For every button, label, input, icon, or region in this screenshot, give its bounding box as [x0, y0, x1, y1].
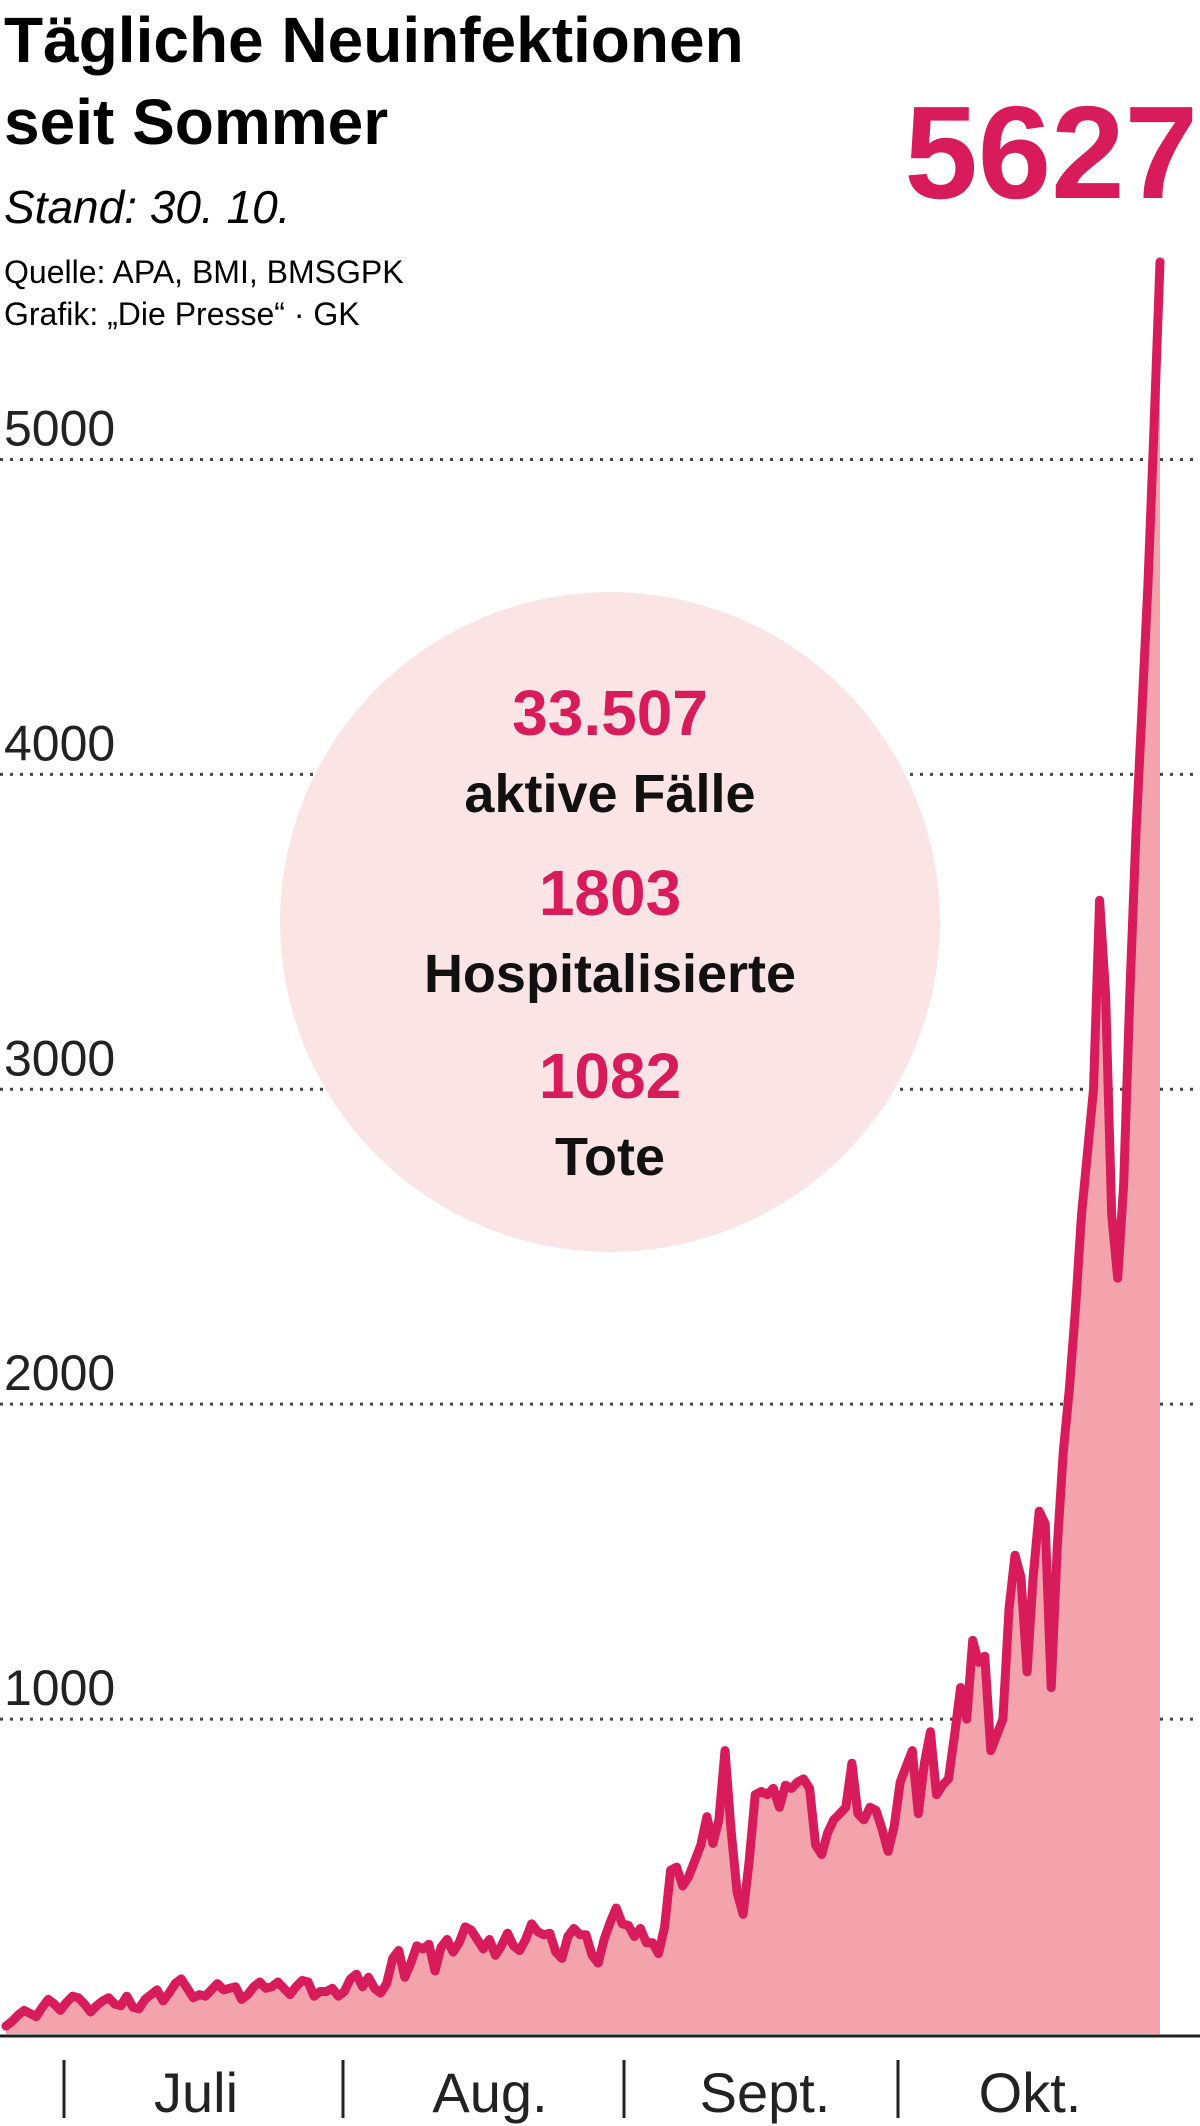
- chart-stand-date: Stand: 30. 10.: [4, 181, 290, 233]
- y-tick-label: 3000: [4, 1030, 115, 1086]
- stat-value: 33.507: [512, 677, 708, 749]
- stats-circle: [280, 592, 940, 1252]
- stat-label: aktive Fälle: [464, 764, 755, 824]
- y-tick-label: 4000: [4, 715, 115, 771]
- stat-value: 1803: [539, 857, 681, 929]
- y-tick-label: 5000: [4, 400, 115, 456]
- month-label: Sept.: [700, 2061, 831, 2124]
- stat-label: Hospitalisierte: [424, 944, 796, 1004]
- series-area: [6, 262, 1160, 2034]
- y-tick-label: 2000: [4, 1345, 115, 1401]
- chart-title-line1: Tägliche Neuinfektionen: [4, 4, 744, 76]
- month-label: Okt.: [979, 2061, 1082, 2124]
- peak-value-label: 5627: [904, 79, 1198, 226]
- month-label: Juli: [154, 2061, 238, 2124]
- stat-label: Tote: [555, 1127, 665, 1187]
- month-labels: Juli Aug. Sept. Okt.: [62, 2060, 1082, 2124]
- chart-title-line2: seit Sommer: [4, 86, 388, 158]
- chart-credit: Grafik: „Die Presse“ · GK: [4, 296, 360, 332]
- y-tick-labels: 1000 2000 3000 4000 5000: [4, 400, 115, 1716]
- y-tick-label: 1000: [4, 1660, 115, 1716]
- stat-value: 1082: [539, 1040, 681, 1112]
- chart-source: Quelle: APA, BMI, BMSGPK: [4, 254, 404, 290]
- month-label: Aug.: [432, 2061, 547, 2124]
- series-line: [1, 257, 1165, 2031]
- stats-group: 33.507 aktive Fälle 1803 Hospitalisierte 108…: [424, 677, 796, 1187]
